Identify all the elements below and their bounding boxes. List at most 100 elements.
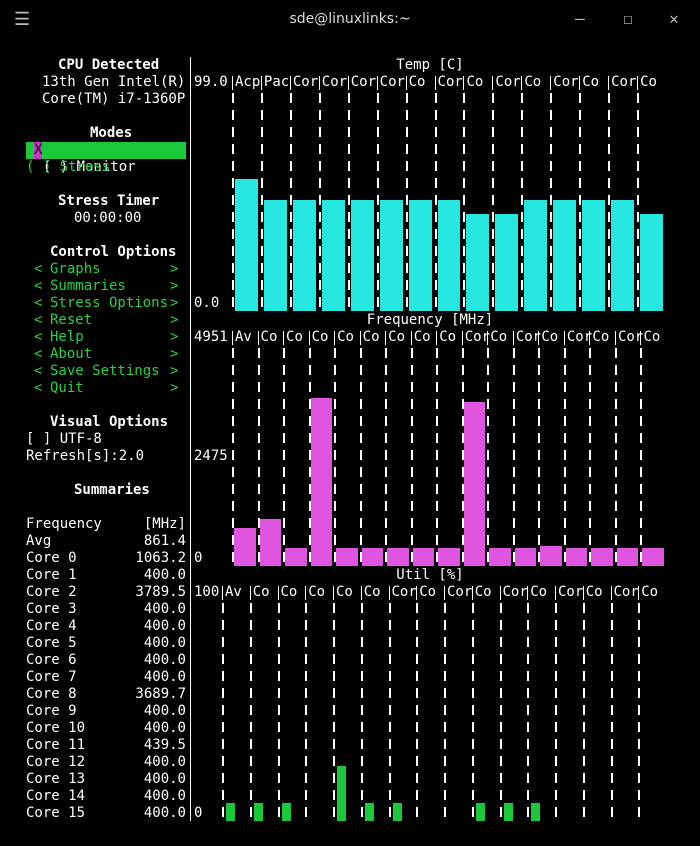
temp-bar [524, 200, 548, 311]
util-column-header: Co [252, 584, 270, 600]
summary-row: Core 12 400.0 [26, 754, 188, 771]
menu-item-label: Summaries [50, 278, 126, 294]
control-menu-item-summaries[interactable]: < Summaries > [26, 278, 186, 295]
temp-bar [495, 213, 519, 311]
freq-column-header: Co [388, 329, 406, 345]
freq-scale-mid: 2475 [194, 448, 228, 464]
summary-row: Core 9 400.0 [26, 703, 188, 720]
temp-column-separator [521, 93, 523, 311]
util-column-header: Co [585, 584, 603, 600]
util-column-separator [638, 603, 640, 821]
maximize-icon[interactable]: ☐ [623, 9, 633, 28]
freq-header-separator [360, 331, 361, 345]
util-column-header: Co [419, 584, 437, 600]
temp-column-separator [579, 93, 581, 311]
menu-right-chevron: > [170, 312, 179, 328]
mode-monitor-check: X [34, 142, 43, 159]
utf8-checkbox[interactable]: [ ] UTF-8 [26, 431, 102, 447]
summary-row-name: Core 15 [26, 805, 86, 821]
freq-column-header: Cor [617, 329, 644, 345]
util-column-header: Co [474, 584, 492, 600]
freq-column-header: Co [260, 329, 278, 345]
temp-column-separator [492, 93, 494, 311]
summary-row: Core 11 439.5 [26, 737, 188, 754]
freq-column-separator [513, 348, 515, 566]
summary-row-name: Avg [26, 533, 52, 549]
freq-header-separator [385, 331, 386, 345]
temp-column-header: Cor [495, 74, 521, 90]
control-menu-item-graphs[interactable]: < Graphs > [26, 261, 186, 278]
util-bar [337, 766, 346, 821]
frequency-bar [489, 548, 511, 566]
summary-row-value: 400.0 [143, 771, 186, 787]
control-menu-item-save-settings[interactable]: < Save Settings > [26, 363, 186, 380]
refresh-rate-field[interactable]: Refresh[s]:2.0 [26, 448, 145, 464]
temp-column-header: Cor [437, 74, 463, 90]
summary-row-name: Core 11 [26, 737, 86, 753]
menu-item-label: Graphs [50, 261, 101, 277]
summary-row-value: 861.4 [143, 533, 186, 549]
summary-row-name: Core 4 [26, 618, 77, 634]
summary-row: Core 4 400.0 [26, 618, 188, 635]
control-menu-item-reset[interactable]: < Reset > [26, 312, 186, 329]
temp-column-separator [637, 93, 639, 311]
freq-column-header: Cor [566, 329, 593, 345]
util-header-separator [638, 586, 639, 600]
cpu-heading: CPU Detected [58, 57, 160, 73]
util-graph-title: Util [%] [396, 567, 464, 583]
hamburger-menu-icon[interactable]: ☰ [14, 9, 31, 30]
frequency-bar [642, 548, 664, 566]
mode-monitor-label: ( ) Monitor [42, 159, 136, 175]
freq-header-separator [232, 331, 233, 345]
util-column-separator [416, 603, 418, 821]
frequency-bar [310, 397, 333, 566]
menu-item-label: Help [50, 329, 84, 345]
temp-header-separator [261, 76, 262, 90]
temp-column-header: Cor [553, 74, 579, 90]
summary-row-name: Core 12 [26, 754, 86, 770]
freq-column-separator [436, 348, 438, 566]
control-menu-item-stress-options[interactable]: < Stress Options > [26, 295, 186, 312]
util-column-separator [305, 603, 307, 821]
freq-column-header: Co [439, 329, 457, 345]
freq-column-separator [334, 348, 336, 566]
summary-row-value: 400.0 [143, 669, 186, 685]
frequency-bar [234, 527, 256, 566]
control-menu-item-about[interactable]: < About > [26, 346, 186, 363]
util-scale-min: 0 [194, 805, 203, 821]
temp-column-header: Cor [611, 74, 637, 90]
summary-row-name: Core 13 [26, 771, 86, 787]
freq-header-separator [411, 331, 412, 345]
temp-bar [263, 200, 287, 311]
menu-item-label: Quit [50, 380, 84, 396]
minimize-icon[interactable]: — [575, 9, 585, 28]
frequency-bar [285, 548, 307, 566]
cpu-model-line1: 13th Gen Intel(R) [42, 74, 186, 90]
menu-right-chevron: > [170, 329, 179, 345]
util-column-separator [278, 603, 280, 821]
util-header-separator [305, 586, 306, 600]
menu-left-chevron: < [34, 380, 43, 396]
temp-column-separator [261, 93, 263, 311]
temp-column-header: Co [582, 74, 600, 90]
temp-column-header: Pac [263, 74, 290, 90]
temp-header-separator [637, 76, 638, 90]
summary-row: Core 10 400.0 [26, 720, 188, 737]
control-menu-item-help[interactable]: < Help > [26, 329, 186, 346]
close-icon[interactable]: ✕ [669, 9, 679, 28]
freq-scale-max: 4951 [194, 329, 228, 345]
util-column-separator [222, 603, 224, 821]
temp-bar [350, 200, 374, 311]
mode-monitor-option[interactable]: ( ) Monitor X [26, 142, 186, 175]
temp-column-separator [463, 93, 465, 311]
summary-row-name: Core 10 [26, 720, 86, 736]
util-column-separator [333, 603, 335, 821]
summary-row-value: 3789.5 [135, 584, 186, 600]
control-menu-item-quit[interactable]: < Quit > [26, 380, 186, 397]
menu-right-chevron: > [170, 278, 179, 294]
frequency-bar [259, 518, 282, 566]
temp-column-header: Acp [235, 74, 261, 90]
mode-stress-option[interactable]: ( ) Stress [26, 159, 111, 175]
summary-row-name: Core 14 [26, 788, 86, 804]
util-column-header: Co [336, 584, 353, 600]
